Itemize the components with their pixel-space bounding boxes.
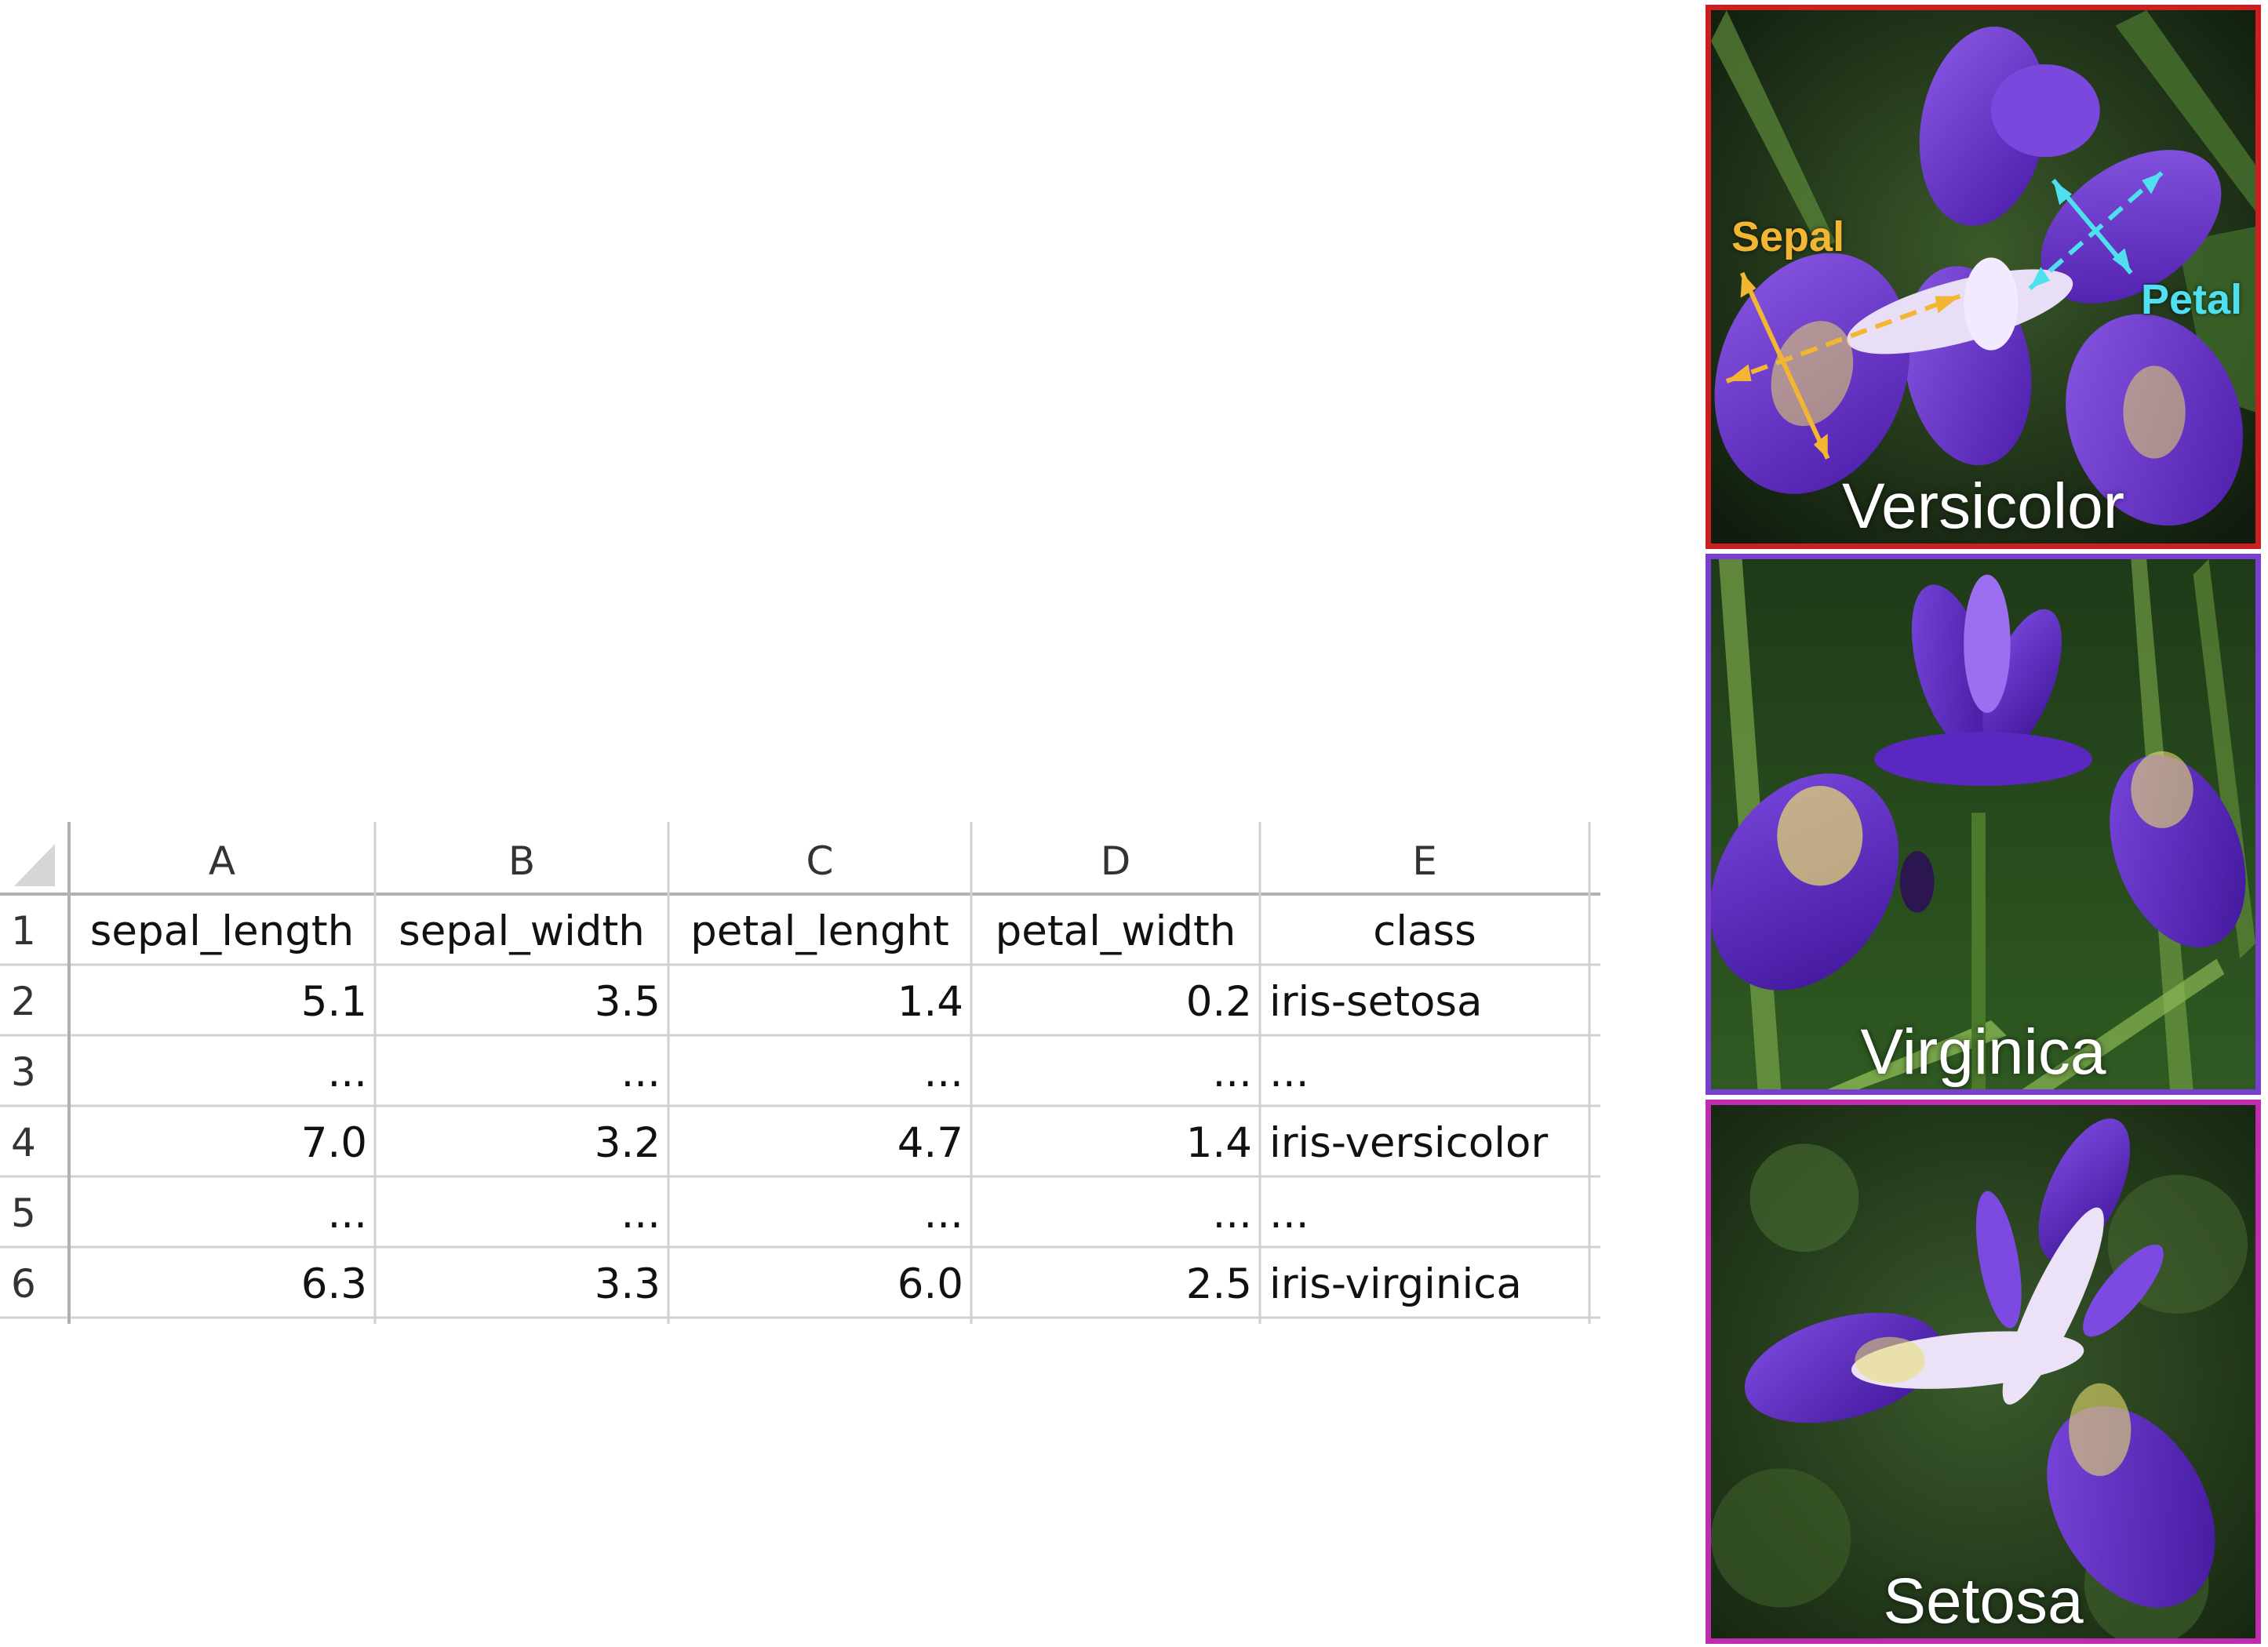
petal-annotation: Petal (2141, 276, 2243, 323)
setosa-photo: Setosa (1706, 1100, 2261, 1644)
setosa-flower-image (1711, 1105, 2255, 1638)
table-cell[interactable]: 5.1 (300, 978, 367, 1026)
row-header-3[interactable]: 3 (11, 1049, 36, 1095)
header-cell-petal-length[interactable]: petal_lenght (690, 907, 949, 955)
grid-lines (0, 822, 1600, 1324)
table-cell[interactable]: ... (327, 1190, 367, 1238)
row-header-6[interactable]: 6 (11, 1261, 36, 1307)
table-cell[interactable]: 2.5 (1185, 1260, 1252, 1308)
table-cell[interactable]: 3.5 (594, 978, 661, 1026)
table-cell[interactable]: ... (1212, 1049, 1252, 1096)
versicolor-flower-image (1711, 10, 2255, 544)
row-header-5[interactable]: 5 (11, 1191, 36, 1236)
sepal-annotation: Sepal (1731, 213, 1845, 260)
table-cell[interactable]: ... (327, 1049, 367, 1096)
virginica-flower-image (1711, 559, 2255, 1089)
column-header-a[interactable]: A (208, 838, 236, 884)
row-header-1[interactable]: 1 (11, 908, 36, 954)
table-cell[interactable]: ... (621, 1049, 661, 1096)
table-cell[interactable]: iris-setosa (1269, 978, 1483, 1026)
table-cell[interactable]: ... (1269, 1190, 1309, 1238)
setosa-label: Setosa (1883, 1565, 2084, 1637)
virginica-photo: Virginica (1706, 554, 2261, 1095)
table-cell[interactable]: ... (1269, 1049, 1309, 1096)
table-cell[interactable]: 0.2 (1185, 978, 1252, 1026)
table-cell[interactable]: 6.3 (300, 1260, 367, 1308)
row-header-2[interactable]: 2 (11, 979, 36, 1024)
table-cell[interactable]: 3.3 (594, 1260, 661, 1308)
table-cell[interactable]: 3.2 (594, 1119, 661, 1167)
spreadsheet: A B C D E 1 2 3 4 5 6 sepal_length sepal… (0, 822, 1608, 1324)
table-cell[interactable]: iris-virginica (1269, 1260, 1522, 1308)
versicolor-photo: Sepal Petal Versicolor (1706, 5, 2261, 549)
table-cell[interactable]: 6.0 (897, 1260, 963, 1308)
table-cell[interactable]: 1.4 (1185, 1119, 1252, 1167)
table-cell[interactable]: ... (923, 1049, 963, 1096)
column-header-d[interactable]: D (1100, 838, 1131, 884)
table-cell[interactable]: ... (923, 1190, 963, 1238)
table-cell[interactable]: 7.0 (300, 1119, 367, 1167)
table-cell[interactable]: iris-versicolor (1269, 1119, 1549, 1167)
virginica-label: Virginica (1860, 1016, 2106, 1088)
table-cell[interactable]: ... (1212, 1190, 1252, 1238)
table-cell[interactable]: 1.4 (897, 978, 963, 1026)
header-cell-class[interactable]: class (1373, 907, 1476, 955)
column-header-e[interactable]: E (1412, 838, 1437, 884)
column-header-b[interactable]: B (508, 838, 536, 884)
column-header-c[interactable]: C (806, 838, 834, 884)
table-cell[interactable]: ... (621, 1190, 661, 1238)
row-header-4[interactable]: 4 (11, 1120, 36, 1165)
table-cell[interactable]: 4.7 (897, 1119, 963, 1167)
header-cell-sepal-length[interactable]: sepal_length (89, 907, 355, 955)
header-cell-sepal-width[interactable]: sepal_width (399, 907, 645, 955)
header-cell-petal-width[interactable]: petal_width (995, 907, 1236, 955)
versicolor-label: Versicolor (1841, 471, 2125, 542)
